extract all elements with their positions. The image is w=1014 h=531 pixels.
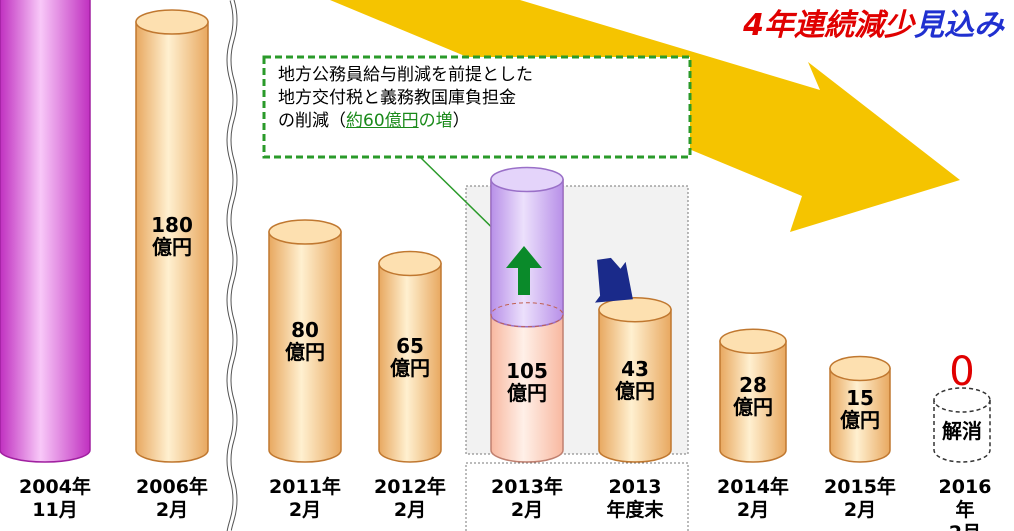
cylinder-top	[830, 357, 890, 381]
note-line: の削減（約60億円の増）	[278, 110, 533, 133]
headline-red: 4年連続減少	[743, 8, 914, 43]
value-label: 80 億円	[285, 319, 325, 363]
x-tick-label: 2004年 11月	[19, 476, 91, 522]
note-text: の増	[419, 111, 453, 131]
note-amount: 約60億円	[346, 111, 419, 131]
x-tick-label: 2006年 2月	[136, 476, 208, 522]
note-line: 地方交付税と義務教国庫負担金	[278, 87, 533, 110]
x-tick-label: 2013年 2月	[491, 476, 563, 522]
x-tick-label: 2014年 2月	[717, 476, 789, 522]
note-line: 地方公務員給与削減を前提とした	[278, 64, 533, 87]
value-label: 15 億円	[840, 387, 880, 431]
value-label: 28 億円	[733, 374, 773, 418]
cylinder-top	[491, 168, 563, 192]
value-label: 解消	[942, 420, 982, 442]
cylinder-top	[379, 252, 441, 276]
value-zero: 0	[949, 352, 974, 392]
cylinder-top	[720, 329, 786, 353]
headline: 4年連続減少見込み	[743, 0, 1004, 44]
x-tick-label: 2016年 2月	[939, 476, 992, 531]
cylinder-body	[0, 0, 90, 462]
x-tick-label: 2012年 2月	[374, 476, 446, 522]
x-tick-label: 2011年 2月	[269, 476, 341, 522]
cylinder-top	[269, 220, 341, 244]
note-text: ）	[453, 111, 470, 131]
note: 地方公務員給与削減を前提とした 地方交付税と義務教国庫負担金 の削減（約60億円…	[278, 64, 533, 133]
x-tick-label: 2015年 2月	[824, 476, 896, 522]
headline-blue: 見込み	[914, 8, 1004, 43]
cylinder-top	[136, 10, 208, 34]
x-tick-label: 2013 年度末	[606, 476, 663, 522]
value-label: 65 億円	[390, 335, 430, 379]
value-label: 105 億円	[506, 360, 548, 404]
value-label: 180 億円	[151, 214, 193, 258]
value-label: 43 億円	[615, 358, 655, 402]
cylinder-top	[599, 298, 671, 322]
note-text: の削減（	[278, 111, 346, 131]
slide: 4年連続減少見込み 地方公務員給与削減を前提とした 地方交付税と義務教国庫負担金…	[0, 0, 1014, 531]
